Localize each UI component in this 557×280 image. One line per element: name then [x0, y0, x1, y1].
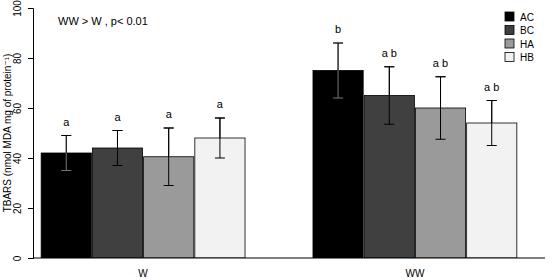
- error-bar: [215, 118, 225, 158]
- y-tick: 60: [12, 103, 33, 115]
- y-tick: 20: [12, 203, 33, 215]
- x-axis: WWW: [33, 258, 545, 279]
- legend-entry: BC: [505, 25, 534, 36]
- error-bar-upper: [487, 101, 497, 124]
- significance-letter: a b: [382, 47, 397, 59]
- significance-letter: a: [114, 111, 121, 123]
- significance-letter: a: [166, 108, 173, 120]
- error-bar: [333, 43, 343, 98]
- error-bar-upper: [384, 67, 394, 96]
- legend-entry: HA: [505, 39, 534, 50]
- x-tick-label: WW: [405, 268, 424, 279]
- y-tick-mark: [28, 58, 33, 59]
- significance-letter: a: [63, 116, 70, 128]
- significance-letter: a b: [433, 57, 448, 69]
- y-tick-label: 40: [12, 153, 23, 165]
- error-bar: [112, 131, 122, 166]
- legend-label: BC: [520, 25, 534, 36]
- error-bar-upper: [333, 43, 343, 71]
- y-tick-label: 20: [12, 203, 23, 215]
- y-tick-label: 0: [12, 255, 23, 261]
- legend-swatch: [505, 26, 514, 35]
- significance-letter: b: [335, 23, 341, 35]
- y-tick-mark: [28, 8, 33, 9]
- legend-label: HA: [520, 39, 534, 50]
- error-bar-upper: [164, 128, 174, 157]
- error-bar: [487, 101, 497, 146]
- y-tick: 0: [12, 255, 33, 261]
- legend-entry: HB: [505, 52, 534, 63]
- error-bar-upper: [215, 118, 225, 138]
- legend-swatch: [505, 12, 514, 21]
- x-axis-line: [33, 258, 545, 259]
- legend-swatch: [505, 39, 514, 48]
- legend-label: HB: [520, 52, 534, 63]
- y-tick: 100: [12, 0, 33, 17]
- y-tick-mark: [28, 158, 33, 159]
- error-bar-upper: [436, 77, 446, 108]
- significance-letter: a: [217, 98, 224, 110]
- chart: abaa baa baa b020406080100WWWTBARS (nmol…: [0, 0, 557, 280]
- y-axis: 0 20 40 60 80 100: [12, 0, 34, 261]
- error-bar: [436, 77, 446, 140]
- annotation: WW > W , p< 0.01: [58, 15, 148, 27]
- y-tick: 40: [12, 153, 33, 165]
- legend-label: AC: [520, 12, 534, 23]
- plot-area: [41, 43, 517, 258]
- significance-letter: a b: [484, 81, 499, 93]
- y-tick-mark: [28, 208, 33, 209]
- y-axis-title: TBARS (nmol MDA mg of protein⁻¹): [2, 54, 13, 213]
- legend: AC BC HA HB: [505, 12, 534, 64]
- letters: a b a a b a a b a a b: [63, 23, 499, 128]
- y-tick: 80: [12, 53, 33, 65]
- bar: [313, 71, 363, 259]
- x-tick: W: [138, 258, 148, 279]
- y-tick-label: 100: [12, 0, 23, 17]
- error-bar-upper: [112, 131, 122, 149]
- error-bar: [384, 67, 394, 125]
- error-bar-upper: [61, 136, 71, 154]
- legend-entry: AC: [505, 12, 534, 23]
- y-tick-label: 80: [12, 53, 23, 65]
- y-axis-line: [28, 9, 34, 259]
- x-tick-label: W: [138, 268, 148, 279]
- error-bar: [164, 128, 174, 186]
- y-tick-label: 60: [12, 103, 23, 115]
- y-tick-mark: [28, 108, 33, 109]
- legend-swatch: [505, 53, 514, 62]
- x-tick: WW: [405, 258, 424, 279]
- error-bar: [61, 136, 71, 171]
- y-tick-mark: [28, 258, 33, 259]
